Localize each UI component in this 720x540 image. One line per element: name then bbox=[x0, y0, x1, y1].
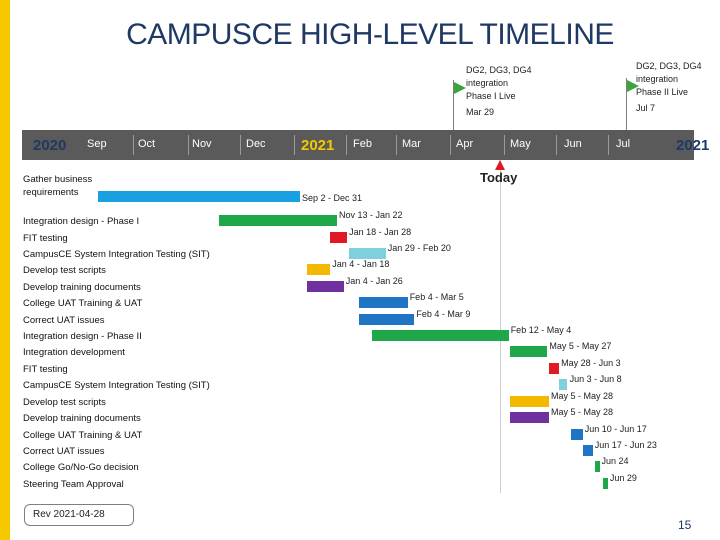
milestone-label-phase1: DG2, DG3, DG4 integration Phase I Live bbox=[466, 65, 532, 101]
axis-tick bbox=[396, 135, 397, 155]
task-date-range: May 5 - May 28 bbox=[551, 407, 614, 417]
task-date-range: Sep 2 - Dec 31 bbox=[302, 193, 363, 203]
task-label: College Go/No-Go decision bbox=[23, 462, 139, 473]
task-bar bbox=[219, 215, 337, 226]
task-date-range: Jun 17 - Jun 23 bbox=[594, 440, 657, 450]
axis-tick bbox=[608, 135, 609, 155]
task-label: FIT testing bbox=[23, 364, 68, 375]
task-date-range: Jun 3 - Jun 8 bbox=[569, 374, 622, 384]
month-label-jun: Jun bbox=[564, 138, 582, 150]
month-label-apr: Apr bbox=[456, 138, 474, 150]
axis-tick bbox=[294, 135, 295, 155]
milestone-flag-icon bbox=[454, 82, 466, 94]
task-bar bbox=[372, 330, 509, 341]
axis-tick bbox=[346, 135, 347, 155]
year-label-end: 2021 bbox=[676, 137, 710, 154]
month-label-nov: Nov bbox=[192, 138, 212, 150]
task-label: Correct UAT issues bbox=[23, 446, 105, 457]
task-date-range: Jun 10 - Jun 17 bbox=[584, 424, 647, 434]
task-date-range: Feb 4 - Mar 5 bbox=[409, 292, 464, 302]
axis-tick bbox=[188, 135, 189, 155]
axis-tick bbox=[450, 135, 451, 155]
task-label: Integration design - Phase I bbox=[23, 216, 140, 227]
task-label: College UAT Training & UAT bbox=[23, 430, 143, 441]
timeline-axis bbox=[22, 130, 694, 160]
month-label-oct: Oct bbox=[138, 138, 156, 150]
task-label: Develop training documents bbox=[23, 413, 141, 424]
task-bar bbox=[582, 445, 593, 456]
milestone-line bbox=[626, 78, 627, 130]
task-date-range: Jan 4 - Jan 26 bbox=[345, 276, 403, 286]
axis-tick bbox=[504, 135, 505, 155]
task-date-range: Jan 29 - Feb 20 bbox=[387, 243, 451, 253]
month-label-may: May bbox=[510, 138, 531, 150]
task-bar bbox=[306, 264, 331, 275]
task-date-range: Jan 18 - Jan 28 bbox=[349, 227, 412, 237]
axis-tick bbox=[556, 135, 557, 155]
task-bar bbox=[510, 396, 549, 407]
task-bar bbox=[570, 429, 583, 440]
task-bar bbox=[510, 412, 549, 423]
task-bar bbox=[602, 478, 608, 489]
task-bar bbox=[510, 346, 548, 357]
month-label-feb: Feb bbox=[353, 138, 372, 150]
task-label: College UAT Training & UAT bbox=[23, 298, 143, 309]
task-label: CampusCE System Integration Testing (SIT… bbox=[23, 380, 210, 391]
today-line bbox=[500, 160, 501, 493]
task-label: Correct UAT issues bbox=[23, 315, 105, 326]
year-label-next: 2021 bbox=[301, 137, 335, 154]
task-date-range: Feb 4 - Mar 9 bbox=[416, 309, 471, 319]
task-bar bbox=[358, 297, 408, 308]
task-bar bbox=[306, 281, 344, 292]
task-bar bbox=[98, 191, 300, 202]
task-label: Integration design - Phase II bbox=[23, 331, 142, 342]
task-label: Develop test scripts bbox=[23, 265, 106, 276]
task-label: Gather business requirements bbox=[23, 174, 93, 198]
task-bar bbox=[358, 314, 415, 325]
task-bar bbox=[559, 379, 568, 390]
year-label-start: 2020 bbox=[33, 137, 67, 154]
page-title: CAMPUSCE HIGH-LEVEL TIMELINE bbox=[126, 18, 614, 51]
milestone-line bbox=[453, 80, 454, 130]
task-date-range: Jan 4 - Jan 18 bbox=[332, 259, 390, 269]
axis-tick bbox=[240, 135, 241, 155]
milestone-label-phase2: DG2, DG3, DG4 integration Phase II Live bbox=[636, 61, 702, 97]
page-number: 15 bbox=[678, 518, 692, 532]
task-label: CampusCE System Integration Testing (SIT… bbox=[23, 249, 210, 260]
task-date-range: May 28 - Jun 3 bbox=[561, 358, 621, 368]
revision-label: Rev 2021-04-28 bbox=[24, 504, 134, 526]
task-label: Integration development bbox=[23, 347, 125, 358]
task-bar bbox=[330, 232, 348, 243]
month-label-dec: Dec bbox=[246, 138, 266, 150]
task-label: Steering Team Approval bbox=[23, 479, 124, 490]
month-label-jul: Jul bbox=[616, 138, 631, 150]
accent-stripe bbox=[0, 0, 10, 540]
month-label-mar: Mar bbox=[402, 138, 421, 150]
today-label: Today bbox=[480, 170, 518, 185]
month-label-sep: Sep bbox=[87, 138, 107, 150]
axis-tick bbox=[133, 135, 134, 155]
today-marker-icon bbox=[495, 160, 505, 170]
task-label: Develop training documents bbox=[23, 282, 141, 293]
task-label: FIT testing bbox=[23, 233, 68, 244]
task-bar bbox=[348, 248, 386, 259]
milestone-flag-icon bbox=[627, 80, 639, 92]
task-date-range: Nov 13 - Jan 22 bbox=[339, 210, 403, 220]
task-date-range: May 5 - May 27 bbox=[549, 341, 612, 351]
task-bar bbox=[549, 363, 560, 374]
task-date-range: Jun 29 bbox=[609, 473, 637, 483]
task-date-range: May 5 - May 28 bbox=[551, 391, 614, 401]
milestone-date-phase2: Jul 7 bbox=[636, 103, 656, 113]
milestone-date-phase1: Mar 29 bbox=[466, 107, 495, 117]
task-bar bbox=[594, 461, 600, 472]
task-date-range: Feb 12 - May 4 bbox=[510, 325, 572, 335]
task-date-range: Jun 24 bbox=[601, 456, 629, 466]
task-label: Develop test scripts bbox=[23, 397, 106, 408]
